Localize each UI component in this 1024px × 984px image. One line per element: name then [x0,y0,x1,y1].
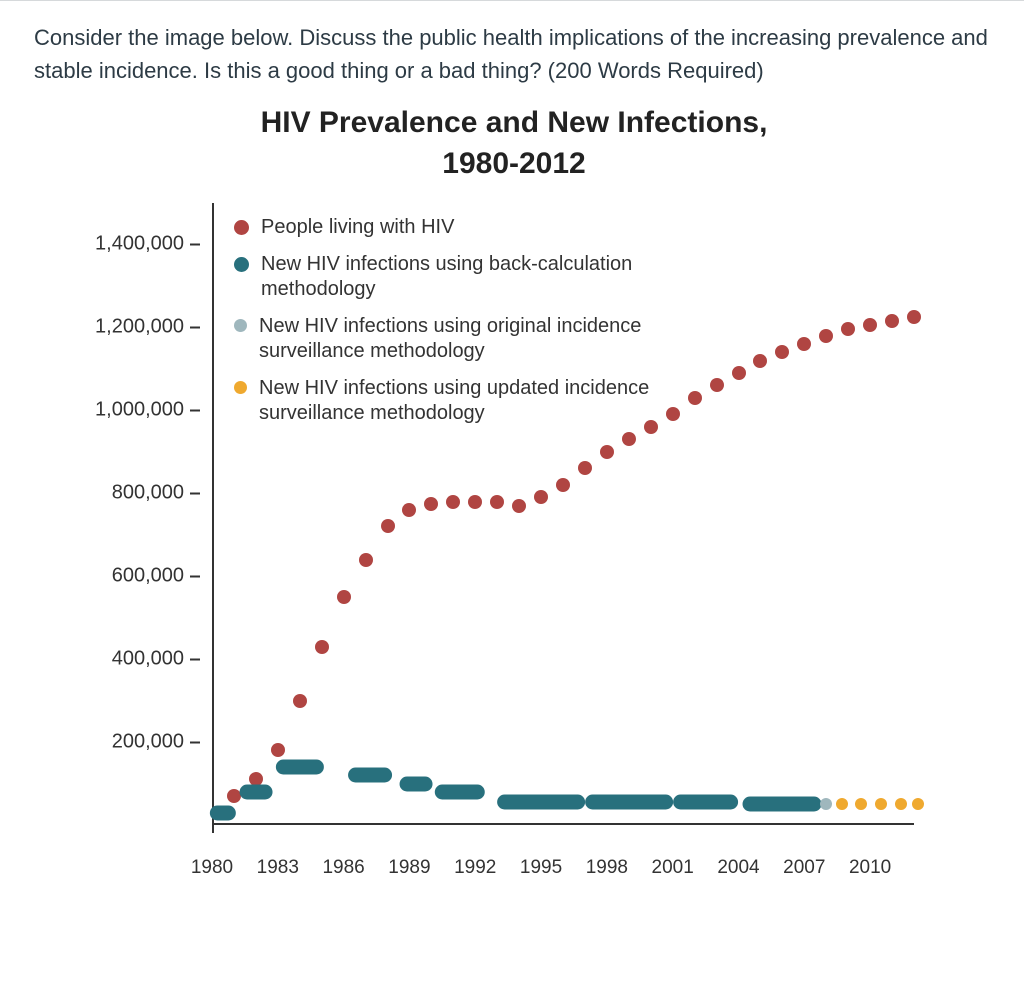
prevalence-point [315,640,329,654]
legend-dot-icon [234,381,247,394]
prevalence-point [359,553,373,567]
y-tick-label: 1,400,000 [88,233,200,256]
x-tick-label: 1989 [388,857,430,879]
prevalence-point [732,366,746,380]
y-tick-label: 200,000 [88,731,200,754]
legend-row: New HIV infections using original incide… [234,314,704,364]
prevalence-point [622,432,636,446]
prevalence-point [578,461,592,475]
prevalence-point [337,590,351,604]
x-tick-label: 1986 [322,857,364,879]
backcalc-marker [400,776,433,791]
prevalence-point [885,314,899,328]
updated-surv-point [836,798,848,810]
prevalence-point [688,391,702,405]
page-root: Consider the image below. Discuss the pu… [0,0,1024,984]
x-tick-label: 1980 [191,857,233,879]
x-tick-label: 2001 [652,857,694,879]
x-tick-label: 1992 [454,857,496,879]
prevalence-point [841,322,855,336]
x-axis [212,823,914,825]
prevalence-point [381,519,395,533]
prevalence-point [753,354,767,368]
legend-label: New HIV infections using updated inciden… [259,376,704,426]
prevalence-point [710,378,724,392]
backcalc-marker [239,784,272,799]
x-tick-label: 1998 [586,857,628,879]
legend-row: New HIV infections using back-calculatio… [234,252,704,302]
prevalence-point [271,743,285,757]
x-tick-label: 1983 [257,857,299,879]
x-tick-label: 2007 [783,857,825,879]
prevalence-point [666,407,680,421]
backcalc-marker [276,759,324,774]
y-axis [212,203,214,825]
prevalence-point [512,499,526,513]
prevalence-point [556,478,570,492]
x-tick-label: 2004 [717,857,759,879]
backcalc-marker [435,784,485,799]
prevalence-point [490,495,504,509]
y-tick-label: 1,000,000 [88,399,200,422]
legend-label: New HIV infections using back-calculatio… [261,252,704,302]
chart-plot-area: People living with HIV New HIV infections… [94,203,914,863]
prevalence-point [468,495,482,509]
prevalence-point [819,329,833,343]
backcalc-marker [743,797,822,812]
chart-container: HIV Prevalence and New Infections, 1980-… [94,105,934,863]
prevalence-point [534,490,548,504]
prevalence-point [797,337,811,351]
prevalence-point [600,445,614,459]
legend-label: New HIV infections using original incide… [259,314,704,364]
prevalence-point [293,694,307,708]
prevalence-point [863,318,877,332]
legend-row: New HIV infections using updated inciden… [234,376,704,426]
x-tick-label: 2010 [849,857,891,879]
chart-subtitle: 1980-2012 [94,147,934,181]
legend-dot-icon [234,257,249,272]
backcalc-marker [585,795,673,810]
legend-label: People living with HIV [261,215,704,240]
legend-dot-icon [234,220,249,235]
prevalence-point [775,345,789,359]
question-prompt: Consider the image below. Discuss the pu… [34,21,990,87]
prevalence-point [644,420,658,434]
prevalence-point [402,503,416,517]
y-tick-label: 400,000 [88,648,200,671]
updated-surv-point [912,798,924,810]
updated-surv-point [855,798,867,810]
backcalc-marker [348,768,392,783]
original-surv-point [820,798,832,810]
y-tick-label: 800,000 [88,482,200,505]
prevalence-point [424,497,438,511]
prevalence-point [907,310,921,324]
chart-legend: People living with HIV New HIV infections… [234,209,704,438]
backcalc-marker [210,805,236,820]
chart-title: HIV Prevalence and New Infections, [94,105,934,141]
y-tick-label: 600,000 [88,565,200,588]
legend-row: People living with HIV [234,215,704,240]
updated-surv-point [875,798,887,810]
backcalc-marker [497,795,585,810]
origin-tick [212,825,214,833]
y-tick-label: 1,200,000 [88,316,200,339]
backcalc-marker [673,795,739,810]
legend-dot-icon [234,319,247,332]
updated-surv-point [895,798,907,810]
x-tick-label: 1995 [520,857,562,879]
prevalence-point [446,495,460,509]
